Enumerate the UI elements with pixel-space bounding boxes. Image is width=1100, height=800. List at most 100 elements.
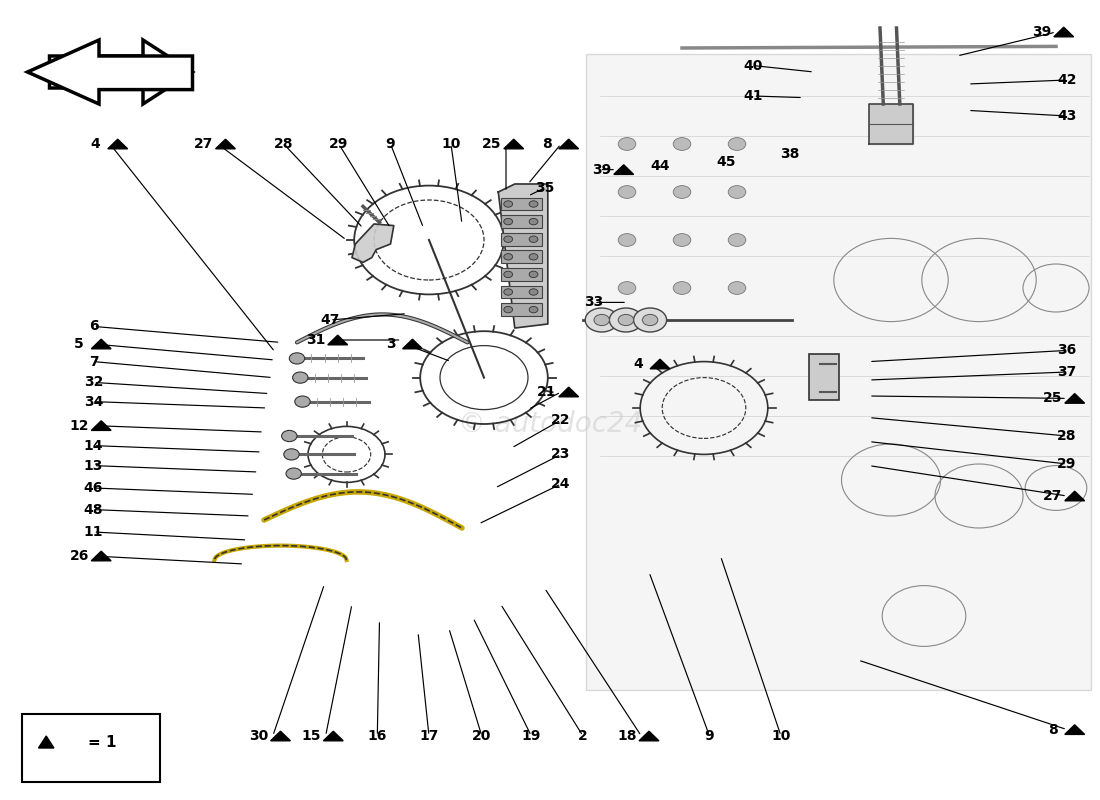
Polygon shape bbox=[39, 736, 54, 748]
Circle shape bbox=[504, 289, 513, 295]
Polygon shape bbox=[614, 165, 634, 174]
Text: 28: 28 bbox=[274, 137, 294, 151]
Bar bbox=[500, 286, 542, 298]
Circle shape bbox=[585, 308, 618, 332]
Text: 33: 33 bbox=[584, 295, 604, 310]
Text: 4: 4 bbox=[634, 357, 642, 371]
Bar bbox=[808, 354, 839, 400]
Polygon shape bbox=[498, 184, 548, 328]
Text: 43: 43 bbox=[1057, 109, 1077, 123]
Polygon shape bbox=[559, 387, 579, 397]
Polygon shape bbox=[1065, 394, 1085, 403]
Polygon shape bbox=[504, 139, 524, 149]
Polygon shape bbox=[216, 139, 235, 149]
Circle shape bbox=[728, 186, 746, 198]
Polygon shape bbox=[328, 335, 348, 345]
Text: 38: 38 bbox=[780, 146, 800, 161]
Circle shape bbox=[293, 372, 308, 383]
Circle shape bbox=[618, 138, 636, 150]
Polygon shape bbox=[1065, 725, 1085, 734]
Text: 32: 32 bbox=[84, 375, 103, 390]
Circle shape bbox=[728, 138, 746, 150]
Polygon shape bbox=[271, 731, 290, 741]
Circle shape bbox=[642, 314, 658, 326]
Text: 25: 25 bbox=[482, 137, 502, 151]
Circle shape bbox=[529, 218, 538, 225]
Text: 4: 4 bbox=[91, 137, 100, 151]
Polygon shape bbox=[639, 731, 659, 741]
Polygon shape bbox=[108, 139, 128, 149]
Text: 46: 46 bbox=[84, 481, 103, 495]
Text: 42: 42 bbox=[1057, 73, 1077, 87]
Circle shape bbox=[529, 201, 538, 207]
Text: 29: 29 bbox=[1057, 457, 1077, 471]
Circle shape bbox=[529, 254, 538, 260]
Text: 45: 45 bbox=[716, 154, 736, 169]
Polygon shape bbox=[323, 731, 343, 741]
Text: 14: 14 bbox=[84, 438, 103, 453]
Bar bbox=[500, 250, 542, 263]
Text: 41: 41 bbox=[744, 89, 763, 103]
FancyBboxPatch shape bbox=[586, 54, 1091, 690]
FancyBboxPatch shape bbox=[22, 714, 159, 782]
Text: 44: 44 bbox=[650, 158, 670, 173]
Circle shape bbox=[504, 236, 513, 242]
Bar bbox=[500, 268, 542, 281]
Text: 10: 10 bbox=[771, 729, 791, 743]
Text: 10: 10 bbox=[441, 137, 461, 151]
Bar bbox=[500, 215, 542, 228]
Circle shape bbox=[504, 254, 513, 260]
Text: 18: 18 bbox=[617, 729, 637, 743]
Circle shape bbox=[529, 236, 538, 242]
Text: 36: 36 bbox=[1057, 343, 1077, 358]
Circle shape bbox=[504, 271, 513, 278]
Text: 39: 39 bbox=[1032, 25, 1052, 39]
Text: 21: 21 bbox=[537, 385, 557, 399]
Text: 47: 47 bbox=[320, 313, 340, 327]
Circle shape bbox=[728, 234, 746, 246]
Polygon shape bbox=[403, 339, 422, 349]
Text: 6: 6 bbox=[89, 319, 98, 334]
Text: 29: 29 bbox=[329, 137, 349, 151]
Text: 3: 3 bbox=[386, 337, 395, 351]
Circle shape bbox=[673, 282, 691, 294]
Circle shape bbox=[673, 234, 691, 246]
Text: 27: 27 bbox=[194, 137, 213, 151]
Bar bbox=[500, 303, 542, 316]
Text: 23: 23 bbox=[551, 447, 571, 462]
Polygon shape bbox=[1065, 491, 1085, 501]
Circle shape bbox=[618, 186, 636, 198]
Text: 2: 2 bbox=[579, 729, 587, 743]
Circle shape bbox=[618, 234, 636, 246]
Text: 40: 40 bbox=[744, 58, 763, 73]
Circle shape bbox=[282, 430, 297, 442]
Text: 15: 15 bbox=[301, 729, 321, 743]
Circle shape bbox=[673, 138, 691, 150]
Text: 9: 9 bbox=[386, 137, 395, 151]
Circle shape bbox=[609, 308, 642, 332]
Bar bbox=[500, 198, 542, 210]
Text: 20: 20 bbox=[472, 729, 492, 743]
Text: 35: 35 bbox=[535, 181, 554, 195]
Circle shape bbox=[504, 306, 513, 313]
Circle shape bbox=[634, 308, 667, 332]
Circle shape bbox=[504, 218, 513, 225]
Text: 19: 19 bbox=[521, 729, 541, 743]
Text: 17: 17 bbox=[419, 729, 439, 743]
Text: 8: 8 bbox=[1048, 722, 1057, 737]
Text: 30: 30 bbox=[249, 729, 268, 743]
Text: 31: 31 bbox=[306, 333, 326, 347]
Text: 12: 12 bbox=[69, 418, 89, 433]
Polygon shape bbox=[91, 551, 111, 561]
Circle shape bbox=[728, 282, 746, 294]
Text: 11: 11 bbox=[84, 525, 103, 539]
Text: 22: 22 bbox=[551, 413, 571, 427]
Text: 48: 48 bbox=[84, 502, 103, 517]
Circle shape bbox=[284, 449, 299, 460]
Circle shape bbox=[618, 282, 636, 294]
Text: 37: 37 bbox=[1057, 365, 1077, 379]
Text: 26: 26 bbox=[69, 549, 89, 563]
Bar bbox=[500, 233, 542, 246]
Circle shape bbox=[618, 314, 634, 326]
Circle shape bbox=[594, 314, 609, 326]
